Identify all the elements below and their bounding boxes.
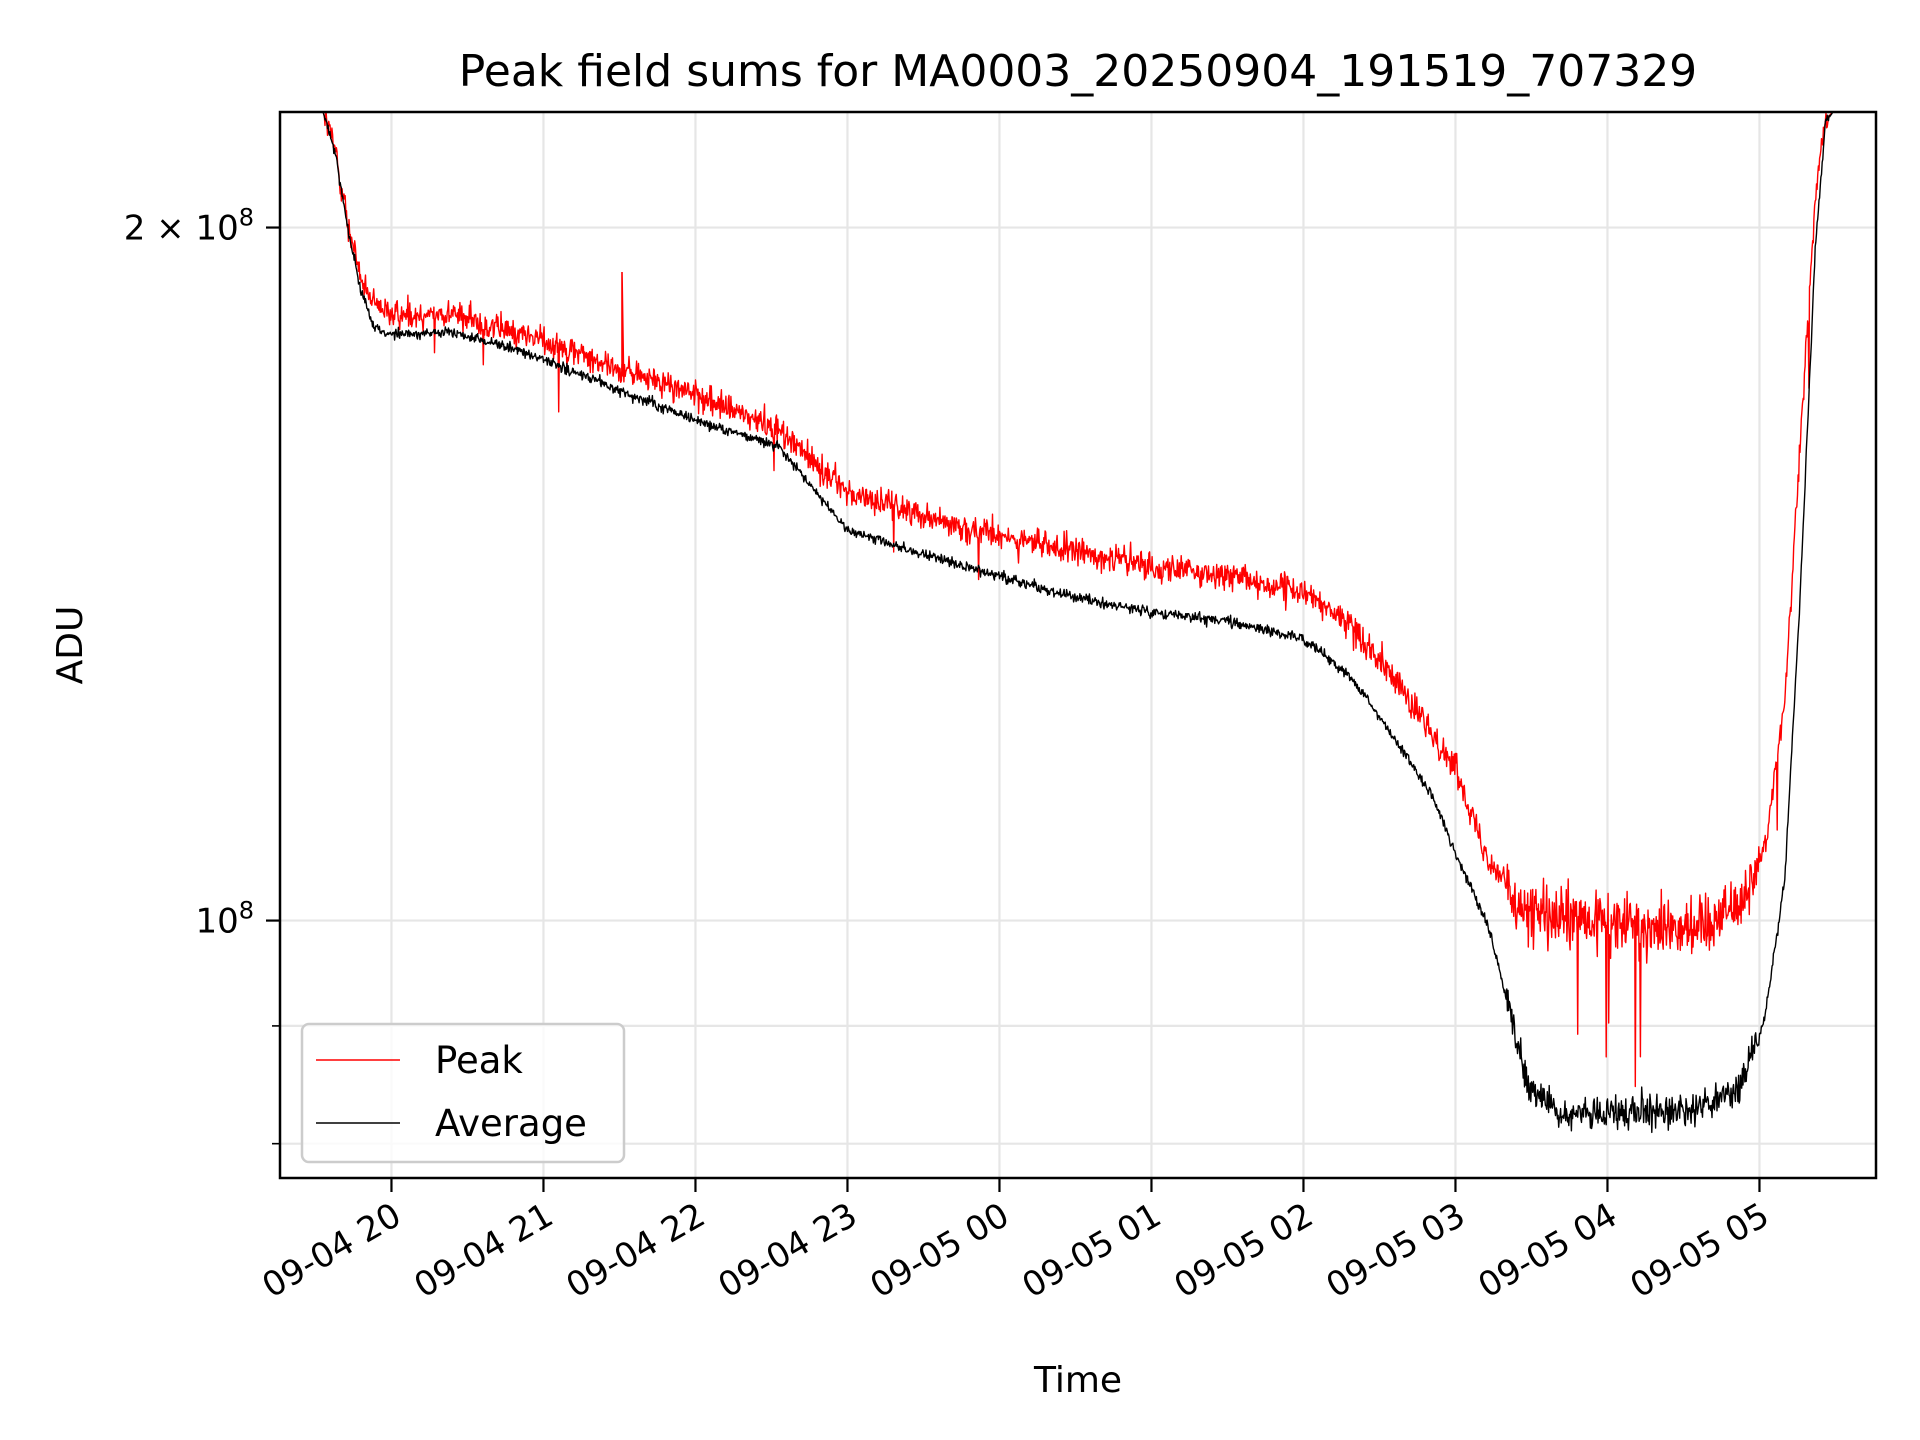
series-line-average [280,112,1876,1134]
legend-label-average: Average [435,1102,587,1145]
legend-box [300,1022,626,1164]
grid [280,112,1876,1178]
chart-title: Peak field sums for MA0003_20250904_1915… [459,46,1697,97]
legend-label-peak: Peak [435,1039,523,1082]
axes-frame [278,110,1878,1180]
y-tick-exponent: 8 [239,204,254,232]
plot-area [280,112,1876,1134]
y-tick-mantissa: 10 [195,902,238,942]
y-tick-label: 108 [195,897,254,942]
series-line-peak [280,112,1876,1088]
y-tick-label: 2 × 108 [124,204,254,249]
y-axis-label: ADU [50,606,91,685]
series-layer [280,112,1876,1134]
legend: Peak Average [300,1022,626,1164]
y-tick-mantissa: 2 × 10 [124,209,239,249]
x-axis-label: Time [1033,1360,1122,1401]
series-peak-spike [621,271,625,370]
y-tick-exponent: 8 [239,897,254,925]
